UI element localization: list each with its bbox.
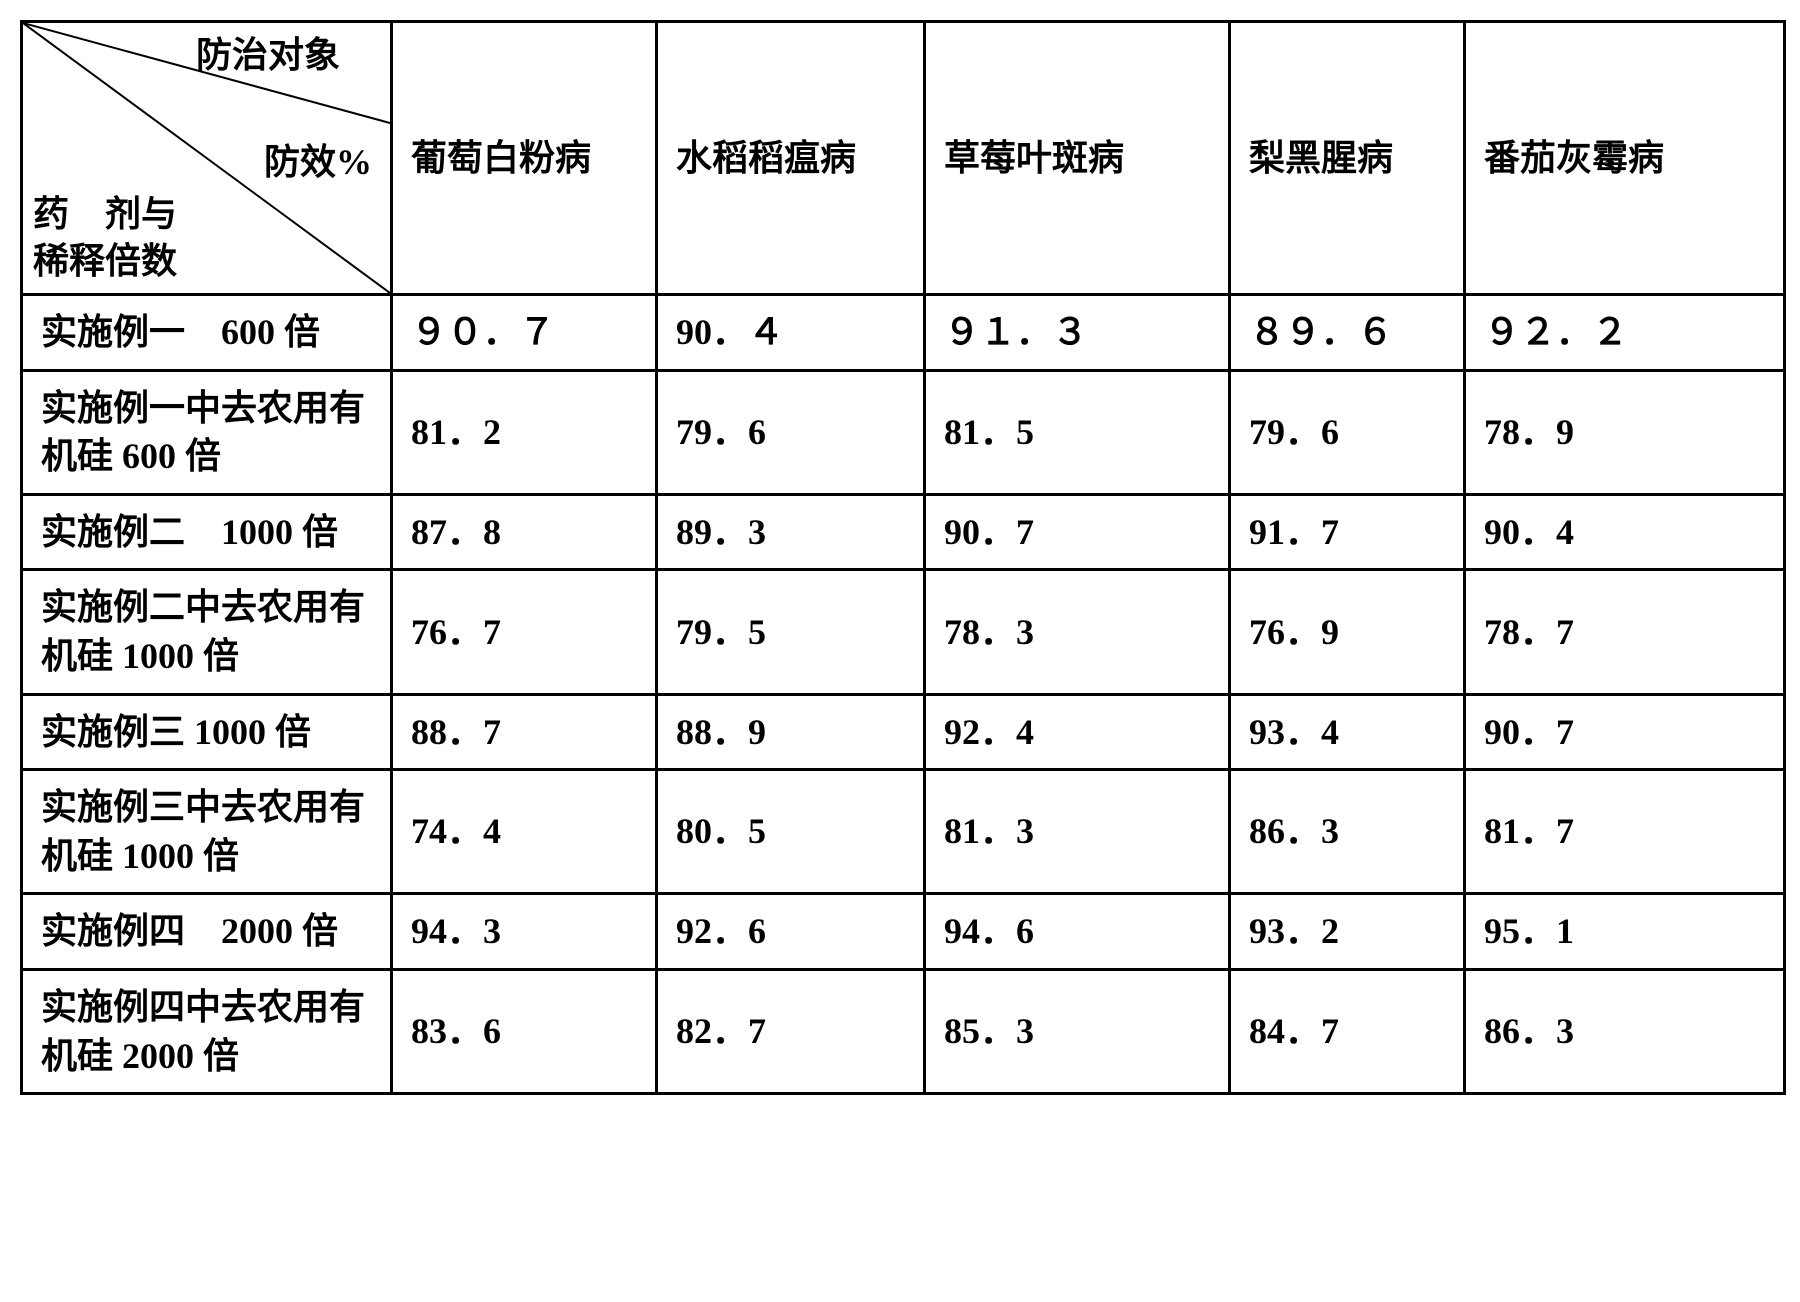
cell: 91．7 [1230,494,1465,570]
table-body: 实施例一 600 倍 ９０．７ 90．４ ９１．３ ８９．６ ９２．２ 实施例一… [22,295,1785,1094]
cell: 94．3 [392,894,657,970]
col-header: 水稻稻瘟病 [657,22,925,295]
row-label: 实施例四中去农用有机硅 2000 倍 [22,969,392,1093]
cell: 78．9 [1465,370,1785,494]
cell: 81．5 [925,370,1230,494]
table-row: 实施例一中去农用有机硅 600 倍 81．2 79．6 81．5 79．6 78… [22,370,1785,494]
diag-bottom-line1: 药 剂与 [33,194,177,234]
cell: 94．6 [925,894,1230,970]
cell: 83．6 [392,969,657,1093]
col-header: 番茄灰霉病 [1465,22,1785,295]
cell: 76．9 [1230,570,1465,694]
cell: 89．3 [657,494,925,570]
table-row: 实施例二 1000 倍 87．8 89．3 90．7 91．7 90．4 [22,494,1785,570]
cell: 81．2 [392,370,657,494]
row-label: 实施例三中去农用有机硅 1000 倍 [22,770,392,894]
cell: 92．6 [657,894,925,970]
row-label: 实施例三 1000 倍 [22,694,392,770]
row-label: 实施例四 2000 倍 [22,894,392,970]
table-row: 实施例四中去农用有机硅 2000 倍 83．6 82．7 85．3 84．7 8… [22,969,1785,1093]
cell: 74．4 [392,770,657,894]
diag-label-middle: 防效% [264,138,372,187]
cell: 79．6 [657,370,925,494]
efficacy-table: 防治对象 防效% 药 剂与 稀释倍数 葡萄白粉病 水稻稻瘟病 草莓叶斑病 梨黑腥… [20,20,1786,1095]
cell: 76．7 [392,570,657,694]
cell: 85．3 [925,969,1230,1093]
cell: 82．7 [657,969,925,1093]
cell: 92．4 [925,694,1230,770]
table-row: 实施例二中去农用有机硅 1000 倍 76．7 79．5 78．3 76．9 7… [22,570,1785,694]
cell: 95．1 [1465,894,1785,970]
row-label: 实施例一中去农用有机硅 600 倍 [22,370,392,494]
cell: 86．3 [1465,969,1785,1093]
cell: ９１．３ [925,295,1230,371]
row-label: 实施例二中去农用有机硅 1000 倍 [22,570,392,694]
cell: 78．7 [1465,570,1785,694]
cell: 80．5 [657,770,925,894]
row-label: 实施例二 1000 倍 [22,494,392,570]
table-row: 实施例一 600 倍 ９０．７ 90．４ ９１．３ ８９．６ ９２．２ [22,295,1785,371]
cell: 93．4 [1230,694,1465,770]
header-row: 防治对象 防效% 药 剂与 稀释倍数 葡萄白粉病 水稻稻瘟病 草莓叶斑病 梨黑腥… [22,22,1785,295]
cell: ８９．６ [1230,295,1465,371]
table-row: 实施例三 1000 倍 88．7 88．9 92．4 93．4 90．7 [22,694,1785,770]
cell: 93．2 [1230,894,1465,970]
cell: 84．7 [1230,969,1465,1093]
cell: 81．7 [1465,770,1785,894]
cell: ９０．７ [392,295,657,371]
cell: 78．3 [925,570,1230,694]
col-header: 葡萄白粉病 [392,22,657,295]
table-row: 实施例三中去农用有机硅 1000 倍 74．4 80．5 81．3 86．3 8… [22,770,1785,894]
diag-label-top: 防治对象 [196,31,340,80]
cell: 90．7 [1465,694,1785,770]
diagonal-header-cell: 防治对象 防效% 药 剂与 稀释倍数 [22,22,392,295]
cell: 90．7 [925,494,1230,570]
cell: 90．４ [657,295,925,371]
cell: 90．4 [1465,494,1785,570]
table-row: 实施例四 2000 倍 94．3 92．6 94．6 93．2 95．1 [22,894,1785,970]
cell: 86．3 [1230,770,1465,894]
cell: 87．8 [392,494,657,570]
col-header: 梨黑腥病 [1230,22,1465,295]
col-header: 草莓叶斑病 [925,22,1230,295]
cell: 88．7 [392,694,657,770]
cell: 88．9 [657,694,925,770]
diag-bottom-line2: 稀释倍数 [33,241,177,281]
row-label: 实施例一 600 倍 [22,295,392,371]
cell: ９２．２ [1465,295,1785,371]
cell: 79．6 [1230,370,1465,494]
cell: 79．5 [657,570,925,694]
cell: 81．3 [925,770,1230,894]
diag-label-bottom: 药 剂与 稀释倍数 [33,191,177,285]
